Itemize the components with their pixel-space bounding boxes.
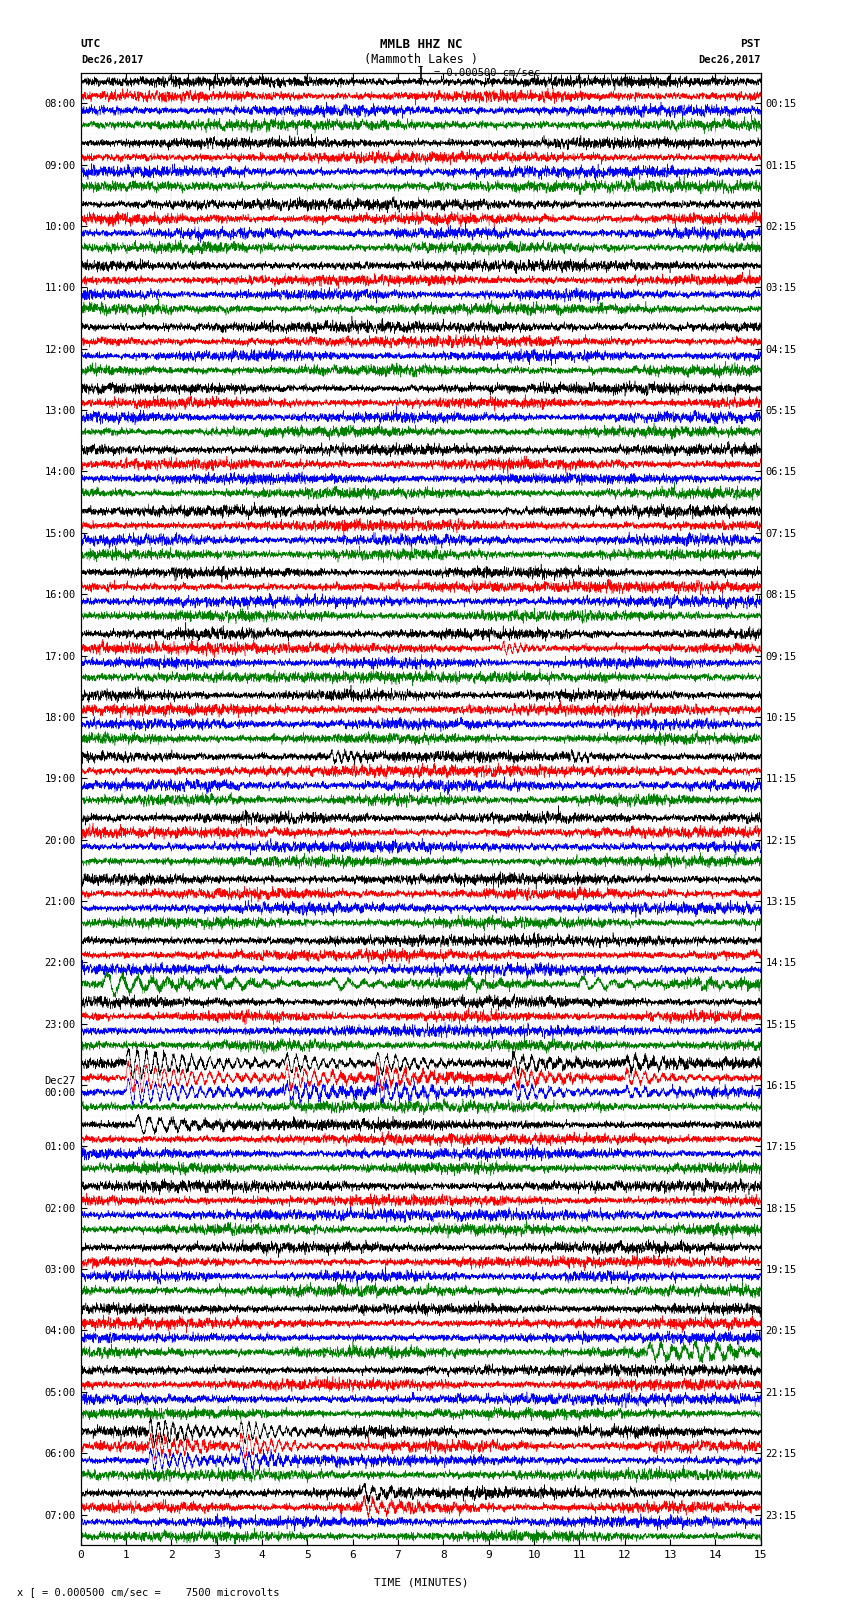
Text: PST: PST xyxy=(740,39,761,50)
X-axis label: TIME (MINUTES): TIME (MINUTES) xyxy=(373,1578,468,1587)
Text: x [ = 0.000500 cm/sec =    7500 microvolts: x [ = 0.000500 cm/sec = 7500 microvolts xyxy=(17,1587,280,1597)
Text: Dec26,2017: Dec26,2017 xyxy=(81,55,144,65)
Text: Dec26,2017: Dec26,2017 xyxy=(698,55,761,65)
Text: UTC: UTC xyxy=(81,39,101,50)
Text: MMLB HHZ NC: MMLB HHZ NC xyxy=(379,37,462,52)
Text: = 0.000500 cm/sec: = 0.000500 cm/sec xyxy=(434,68,540,77)
Text: (Mammoth Lakes ): (Mammoth Lakes ) xyxy=(364,53,478,66)
